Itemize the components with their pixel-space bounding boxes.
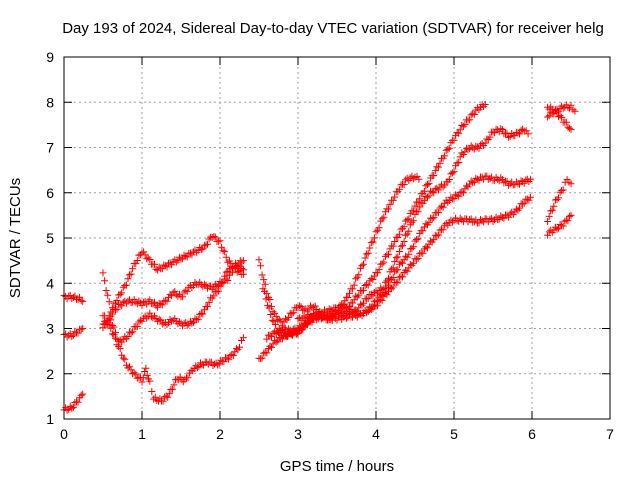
y-tick-label: 2 [46, 366, 54, 382]
y-tick-labels: 1 2 3 4 5 6 7 8 9 [46, 49, 54, 427]
series-track-d [100, 312, 247, 405]
data-point-markers [544, 106, 574, 133]
y-axis-label: SDTVAR / TECUs [7, 178, 24, 298]
y-tick-label: 1 [46, 411, 54, 427]
y-tick-label: 7 [46, 140, 54, 156]
grid [64, 57, 610, 419]
chart-title: Day 193 of 2024, Sidereal Day-to-day VTE… [62, 20, 604, 37]
x-tick-label: 7 [606, 426, 614, 442]
x-tick-label: 1 [138, 426, 146, 442]
y-tick-label: 6 [46, 185, 54, 201]
data-point-markers [295, 194, 534, 324]
x-tick-label: 5 [450, 426, 458, 442]
series-track-o [544, 176, 574, 225]
series-track-n [544, 106, 574, 133]
y-tick-label: 4 [46, 275, 54, 291]
sdtvar-chart: Day 193 of 2024, Sidereal Day-to-day VTE… [0, 0, 640, 480]
y-tick-label: 9 [46, 49, 54, 65]
x-tick-label: 6 [528, 426, 536, 442]
data-point-markers [544, 176, 574, 225]
y-tick-label: 5 [46, 230, 54, 246]
x-tick-label: 4 [372, 426, 380, 442]
y-tick-label: 3 [46, 321, 54, 337]
x-tick-label: 0 [60, 426, 68, 442]
x-tick-label: 2 [216, 426, 224, 442]
series-track-l [295, 194, 534, 324]
x-tick-label: 3 [294, 426, 302, 442]
y-tick-label: 8 [46, 94, 54, 110]
x-axis-label: GPS time / hours [280, 458, 394, 475]
data-point-markers [100, 312, 247, 405]
x-tick-labels: 0 1 2 3 4 5 6 7 [60, 426, 614, 442]
